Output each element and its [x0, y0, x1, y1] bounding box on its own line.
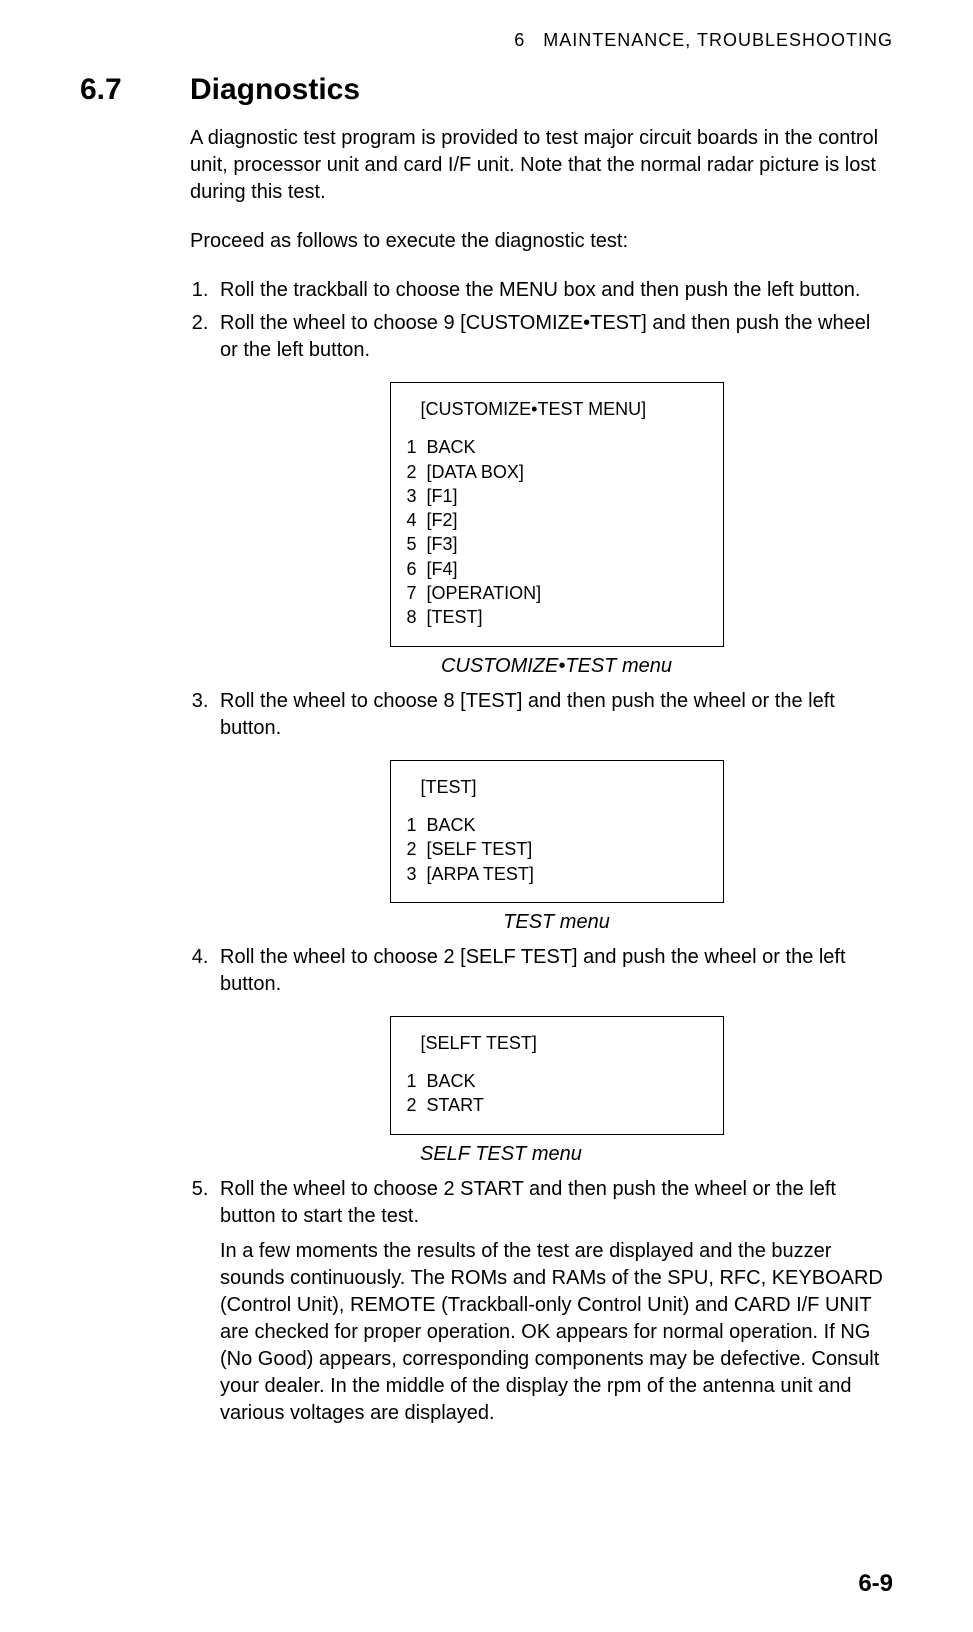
body: A diagnostic test program is provided to… [190, 125, 893, 1427]
menu-item-label: [ARPA TEST] [427, 862, 534, 886]
menu-item-number: 1 [407, 435, 427, 459]
menu-item-label: [OPERATION] [427, 581, 542, 605]
test-menu-box: [TEST] 1BACK2[SELF TEST]3[ARPA TEST] [390, 760, 724, 903]
menu-item-number: 1 [407, 813, 427, 837]
menu-item-number: 8 [407, 605, 427, 629]
menu-item: 1BACK [407, 435, 707, 459]
section-title: Diagnostics [190, 73, 360, 107]
section-heading: 6.7 Diagnostics [80, 73, 893, 107]
step-5-detail: In a few moments the results of the test… [220, 1238, 893, 1427]
menu-item-label: [DATA BOX] [427, 460, 524, 484]
menu-item: 1BACK [407, 813, 707, 837]
menu-item-number: 3 [407, 862, 427, 886]
menu-item-number: 2 [407, 837, 427, 861]
header-chapter-number: 6 [514, 30, 525, 50]
step-3: Roll the wheel to choose 8 [TEST] and th… [214, 688, 893, 936]
menu-item-number: 2 [407, 1093, 427, 1117]
menu-item: 1BACK [407, 1069, 707, 1093]
menu-item: 5[F3] [407, 532, 707, 556]
self-test-menu-box: [SELFT TEST] 1BACK2START [390, 1016, 724, 1135]
page: 6 MAINTENANCE, TROUBLESHOOTING 6.7 Diagn… [0, 0, 973, 1632]
step-5-text: Roll the wheel to choose 2 START and the… [220, 1176, 893, 1230]
menu-item-label: [TEST] [427, 605, 483, 629]
header-chapter-title: MAINTENANCE, TROUBLESHOOTING [543, 30, 893, 50]
step-1-text: Roll the trackball to choose the MENU bo… [220, 277, 893, 304]
step-5: Roll the wheel to choose 2 START and the… [214, 1176, 893, 1427]
intro-paragraph-1: A diagnostic test program is provided to… [190, 125, 893, 206]
menu-item-label: [SELF TEST] [427, 837, 533, 861]
menu3-caption: SELF TEST menu [220, 1141, 893, 1168]
menu-item-label: [F1] [427, 484, 458, 508]
running-header: 6 MAINTENANCE, TROUBLESHOOTING [80, 30, 893, 51]
step-1: Roll the trackball to choose the MENU bo… [214, 277, 893, 304]
menu-item-number: 5 [407, 532, 427, 556]
menu-item: 8[TEST] [407, 605, 707, 629]
menu-item-number: 6 [407, 557, 427, 581]
menu3-items: 1BACK2START [407, 1069, 707, 1118]
section-number: 6.7 [80, 73, 190, 107]
menu-item-number: 4 [407, 508, 427, 532]
menu-item: 2START [407, 1093, 707, 1117]
step-3-text: Roll the wheel to choose 8 [TEST] and th… [220, 688, 893, 742]
step-4-text: Roll the wheel to choose 2 [SELF TEST] a… [220, 944, 893, 998]
menu-item-label: [F2] [427, 508, 458, 532]
menu-item-label: [F4] [427, 557, 458, 581]
menu-item-label: START [427, 1093, 484, 1117]
customize-test-menu-box: [CUSTOMIZE•TEST MENU] 1BACK2[DATA BOX]3[… [390, 382, 724, 647]
menu1-caption: CUSTOMIZE•TEST menu [220, 653, 893, 680]
menu-item-number: 7 [407, 581, 427, 605]
menu-item-label: BACK [427, 813, 476, 837]
menu-item: 3[ARPA TEST] [407, 862, 707, 886]
menu-item: 3[F1] [407, 484, 707, 508]
menu-item: 4[F2] [407, 508, 707, 532]
menu-item-label: [F3] [427, 532, 458, 556]
page-number: 6-9 [858, 1570, 893, 1598]
menu-item-label: BACK [427, 1069, 476, 1093]
menu-item-label: BACK [427, 435, 476, 459]
menu2-title: [TEST] [407, 775, 707, 799]
menu-item: 7[OPERATION] [407, 581, 707, 605]
menu3-title: [SELFT TEST] [407, 1031, 707, 1055]
menu-item-number: 1 [407, 1069, 427, 1093]
menu-item: 2[SELF TEST] [407, 837, 707, 861]
intro-paragraph-2: Proceed as follows to execute the diagno… [190, 228, 893, 255]
procedure-list: Roll the trackball to choose the MENU bo… [214, 277, 893, 1427]
menu2-caption: TEST menu [220, 909, 893, 936]
step-2: Roll the wheel to choose 9 [CUSTOMIZE•TE… [214, 310, 893, 680]
menu-item-number: 3 [407, 484, 427, 508]
menu1-items: 1BACK2[DATA BOX]3[F1]4[F2]5[F3]6[F4]7[OP… [407, 435, 707, 629]
menu-item: 6[F4] [407, 557, 707, 581]
step-4: Roll the wheel to choose 2 [SELF TEST] a… [214, 944, 893, 1168]
menu1-title: [CUSTOMIZE•TEST MENU] [407, 397, 707, 421]
menu-item: 2[DATA BOX] [407, 460, 707, 484]
menu2-items: 1BACK2[SELF TEST]3[ARPA TEST] [407, 813, 707, 886]
step-2-text: Roll the wheel to choose 9 [CUSTOMIZE•TE… [220, 310, 893, 364]
menu-item-number: 2 [407, 460, 427, 484]
